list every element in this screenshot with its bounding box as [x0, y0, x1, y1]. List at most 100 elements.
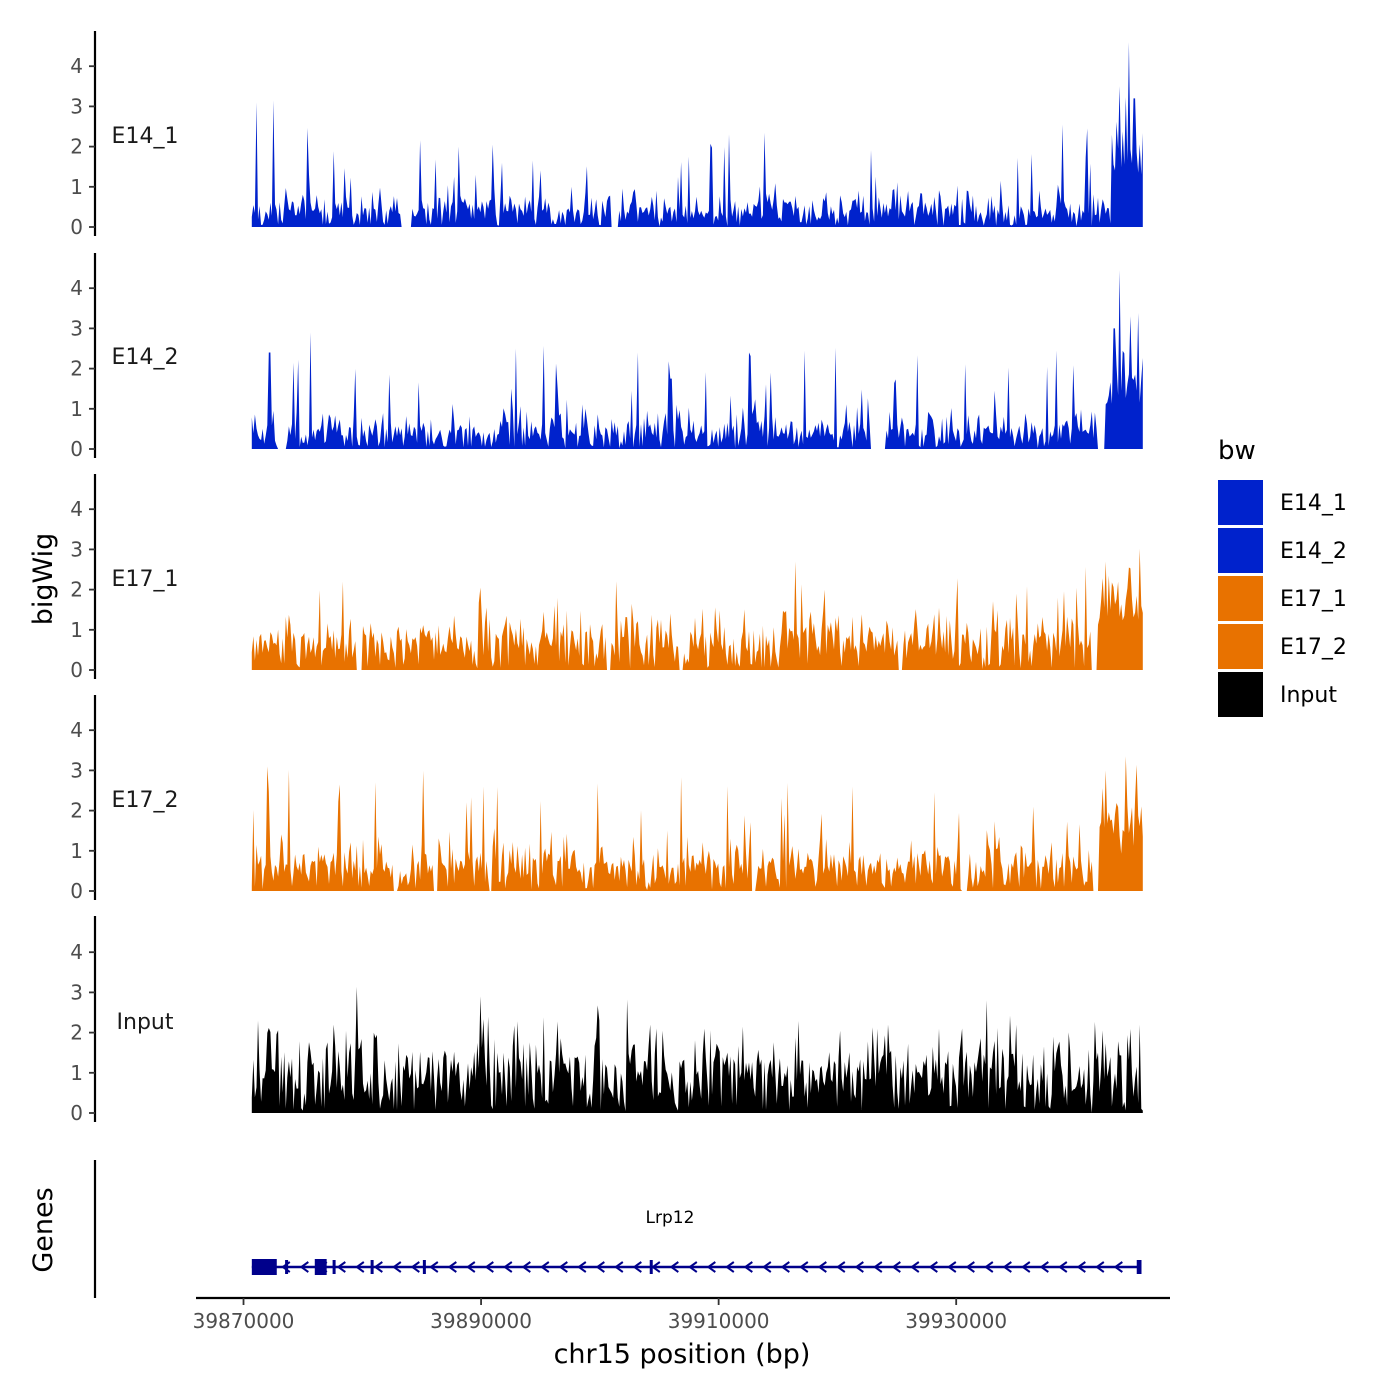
legend-key-e17-1	[1218, 576, 1263, 621]
legend-label: E17_1	[1280, 587, 1347, 612]
y-tick-label: 3	[70, 316, 83, 340]
strand-arrow	[373, 1261, 383, 1273]
legend-key-input	[1218, 672, 1263, 717]
strand-arrow	[355, 1261, 365, 1273]
track-label: E14_2	[112, 345, 179, 370]
strand-arrow	[873, 1261, 883, 1273]
track-label: E14_1	[112, 124, 179, 149]
legend-label: E14_1	[1280, 491, 1347, 516]
strand-arrow	[651, 1261, 661, 1273]
gene-exon	[422, 1260, 426, 1274]
signal-area-e14-2	[251, 270, 1143, 449]
strand-arrow	[614, 1261, 624, 1273]
y-tick-label: 4	[70, 497, 83, 521]
x-axis-title: chr15 position (bp)	[554, 1339, 811, 1370]
y-tick-label: 2	[70, 135, 83, 159]
strand-arrow	[466, 1261, 476, 1273]
x-tick-label: 39890000	[430, 1309, 532, 1333]
strand-arrow	[1002, 1261, 1012, 1273]
strand-arrow	[743, 1261, 753, 1273]
legend-title: bw	[1218, 436, 1256, 466]
y-tick-label: 1	[70, 397, 83, 421]
strand-arrow	[1076, 1261, 1086, 1273]
legend-key-e14-1	[1218, 480, 1263, 525]
strand-arrow	[521, 1261, 531, 1273]
strand-arrow	[725, 1261, 735, 1273]
strand-arrow	[503, 1261, 513, 1273]
gene-exon	[649, 1260, 653, 1274]
genes-axis-title: Genes	[28, 1187, 59, 1272]
y-tick-label: 0	[70, 437, 83, 461]
x-tick-label: 39870000	[193, 1309, 295, 1333]
strand-arrow	[484, 1261, 494, 1273]
y-tick-label: 3	[70, 758, 83, 782]
strand-arrow	[688, 1261, 698, 1273]
strand-arrow	[799, 1261, 809, 1273]
legend-label: Input	[1280, 683, 1337, 708]
strand-arrow	[392, 1261, 402, 1273]
signal-area-e17-1	[251, 548, 1143, 670]
strand-arrow	[1113, 1261, 1123, 1273]
strand-arrow	[336, 1261, 346, 1273]
y-tick-label: 1	[70, 175, 83, 199]
y-axis-title: bigWig	[28, 533, 59, 626]
strand-arrow	[891, 1261, 901, 1273]
strand-arrow	[429, 1261, 439, 1273]
strand-arrow	[965, 1261, 975, 1273]
signal-area-e17-2	[251, 756, 1143, 891]
x-axis: 39870000 39890000 39910000 39930000	[193, 1296, 1170, 1333]
track-e17-2: 0 1 2 3 4 E17_2	[70, 695, 1143, 903]
x-tick-label: 39910000	[668, 1309, 770, 1333]
y-tick-label: 2	[70, 1021, 83, 1045]
strand-arrow	[540, 1261, 550, 1273]
strand-arrow	[1039, 1261, 1049, 1273]
track-input: 0 1 2 3 4 Input	[70, 916, 1143, 1125]
strand-arrow	[410, 1261, 420, 1273]
strand-arrow	[1058, 1261, 1068, 1273]
strand-arrow	[780, 1261, 790, 1273]
strand-arrow	[947, 1261, 957, 1273]
strand-arrow	[762, 1261, 772, 1273]
strand-arrow	[836, 1261, 846, 1273]
legend-label: E14_2	[1280, 539, 1347, 564]
y-tick-label: 3	[70, 537, 83, 561]
y-tick-label: 3	[70, 980, 83, 1004]
y-tick-label: 4	[70, 276, 83, 300]
strand-arrow	[577, 1261, 587, 1273]
bigwig-tracks: 0 1 2 3 4 E14_1 0 1 2 3 4 E14_2 0 1 2 3 4 E17_1 0 1 2 3 4 E17_2…	[70, 31, 1143, 1125]
strand-arrow	[984, 1261, 994, 1273]
strand-arrow	[1021, 1261, 1031, 1273]
strand-arrow	[447, 1261, 457, 1273]
gene-track: Lrp12	[93, 1160, 1142, 1298]
legend-key-e17-2	[1218, 624, 1263, 669]
y-tick-label: 1	[70, 618, 83, 642]
y-tick-label: 2	[70, 799, 83, 823]
strand-arrow	[595, 1261, 605, 1273]
track-e14-2: 0 1 2 3 4 E14_2	[70, 253, 1143, 461]
gene-exon	[332, 1260, 336, 1274]
strand-arrow	[1095, 1261, 1105, 1273]
track-e17-1: 0 1 2 3 4 E17_1	[70, 474, 1143, 682]
strand-arrow	[299, 1261, 309, 1273]
gene-exon	[370, 1260, 374, 1274]
track-label: E17_1	[112, 567, 179, 592]
track-label: E17_2	[112, 788, 179, 813]
gene-name-label: Lrp12	[646, 1208, 695, 1228]
y-tick-label: 0	[70, 1101, 83, 1125]
signal-area-input	[251, 986, 1143, 1113]
y-tick-label: 1	[70, 839, 83, 863]
strand-arrow	[558, 1261, 568, 1273]
track-e14-1: 0 1 2 3 4 E14_1	[70, 31, 1143, 239]
strand-arrow	[817, 1261, 827, 1273]
gene-exon	[285, 1260, 289, 1274]
strand-arrow	[910, 1261, 920, 1273]
strand-arrow	[928, 1261, 938, 1273]
track-label: Input	[117, 1010, 174, 1035]
signal-area-e14-1	[251, 42, 1143, 227]
y-tick-label: 4	[70, 940, 83, 964]
strand-arrow	[854, 1261, 864, 1273]
gene-exon	[1136, 1260, 1142, 1274]
y-tick-label: 0	[70, 658, 83, 682]
y-tick-label: 2	[70, 357, 83, 381]
